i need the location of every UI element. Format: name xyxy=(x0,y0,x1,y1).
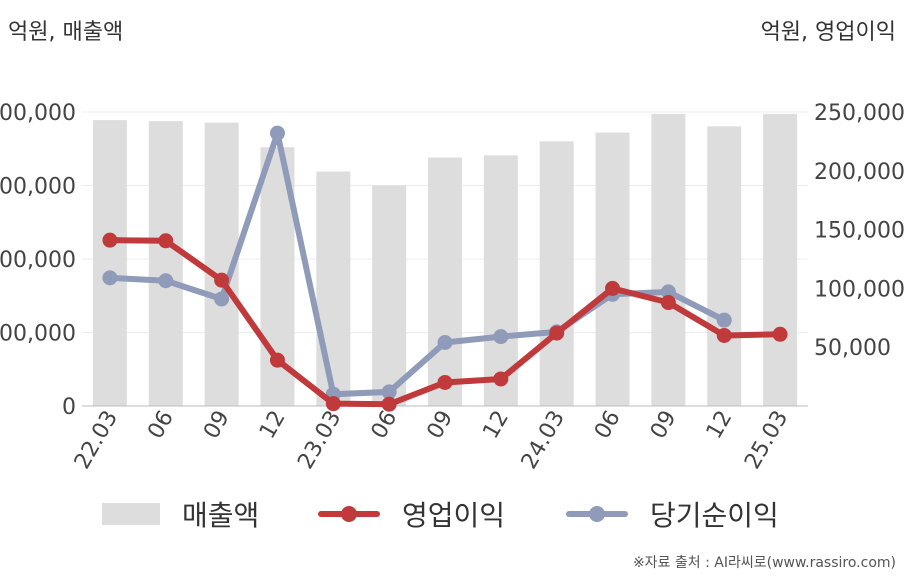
right-tick-label: 250,000 xyxy=(814,101,905,126)
legend-label-net-income: 당기순이익 xyxy=(650,499,779,532)
x-tick-label: 09 xyxy=(199,407,235,444)
operating-profit-point xyxy=(325,396,341,412)
revenue-bar xyxy=(428,157,462,406)
net-income-point xyxy=(158,273,174,289)
operating-profit-point xyxy=(381,396,397,412)
legend-label-revenue: 매출액 xyxy=(182,499,260,532)
operating-profit-point xyxy=(437,374,453,390)
right-tick-label: 50,000 xyxy=(814,336,891,361)
operating-profit-point xyxy=(269,352,285,368)
x-tick-label: 06 xyxy=(143,407,179,444)
x-tick-label: 22.03 xyxy=(70,407,123,474)
revenue-bar xyxy=(483,155,518,406)
net-income-point xyxy=(716,312,732,328)
left-axis-ticks: 0 200,000 400,000 600,000 800,000 xyxy=(0,101,76,420)
revenue-bar xyxy=(707,126,742,407)
revenue-bar xyxy=(148,121,183,406)
operating-profit-point xyxy=(102,232,118,248)
revenue-bars xyxy=(92,113,798,407)
legend: 매출액 영업이익 당기순이익 xyxy=(0,494,908,534)
right-tick-label: 200,000 xyxy=(814,160,905,185)
legend-item-operating-profit: 영업이익 xyxy=(318,494,505,534)
legend-label-operating-profit: 영업이익 xyxy=(402,499,506,532)
x-tick-label: 06 xyxy=(590,407,626,444)
net-income-point xyxy=(660,284,676,300)
x-tick-label: 09 xyxy=(646,407,682,444)
net-income-point xyxy=(214,291,230,307)
legend-item-revenue: 매출액 xyxy=(102,494,259,534)
left-axis-unit: 억원, 매출액 xyxy=(8,20,124,45)
left-tick-label: 200,000 xyxy=(0,322,76,347)
left-tick-label: 400,000 xyxy=(0,248,76,273)
net-income-line xyxy=(106,130,728,398)
x-tick-label: 09 xyxy=(423,407,459,444)
right-tick-label: 100,000 xyxy=(814,277,905,302)
operating-profit-point xyxy=(660,295,676,311)
x-tick-label: 25.03 xyxy=(740,407,793,474)
left-tick-label: 800,000 xyxy=(0,101,76,126)
net-income-point xyxy=(269,125,285,141)
operating-profit-point xyxy=(605,280,621,296)
x-tick-label: 12 xyxy=(702,407,738,444)
revenue-bar xyxy=(316,171,351,406)
operating-profit-point xyxy=(214,272,230,288)
operating-profit-point xyxy=(493,371,509,387)
x-tick-label: 12 xyxy=(478,407,514,444)
left-tick-label: 600,000 xyxy=(0,175,76,200)
operating-profit-series xyxy=(102,232,788,412)
legend-swatch-net-income xyxy=(566,503,628,525)
x-tick-label: 23.03 xyxy=(293,407,346,474)
source-note: ※자료 출처 : AI라씨로(www.rassiro.com) xyxy=(632,555,896,571)
net-income-point xyxy=(381,384,397,400)
x-axis-ticks: 22.03 06 09 12 23.03 06 09 12 24.03 06 09 12 25.03 xyxy=(70,407,793,474)
revenue-bar xyxy=(539,141,574,406)
x-tick-label: 06 xyxy=(367,407,403,444)
operating-profit-point xyxy=(549,325,565,341)
legend-swatch-operating-profit xyxy=(318,503,380,525)
legend-item-net-income: 당기순이익 xyxy=(566,494,779,534)
net-income-point xyxy=(437,334,453,350)
operating-profit-point xyxy=(716,327,732,343)
left-tick-label: 0 xyxy=(62,395,76,420)
revenue-bar xyxy=(763,113,798,407)
revenue-bar xyxy=(595,132,630,406)
revenue-bar xyxy=(92,120,127,407)
right-axis-unit: 억원, 영업이익 xyxy=(760,20,896,45)
net-income-point xyxy=(493,329,509,345)
right-tick-label: 150,000 xyxy=(814,219,905,244)
x-tick-label: 24.03 xyxy=(517,407,570,474)
x-tick-label: 12 xyxy=(255,407,291,444)
net-income-point xyxy=(102,270,118,286)
operating-profit-point xyxy=(158,233,174,249)
right-axis-ticks: 50,000 100,000 150,000 200,000 250,000 xyxy=(814,101,905,361)
profit-lines xyxy=(102,125,788,412)
legend-swatch-revenue xyxy=(102,503,160,525)
revenue-bar xyxy=(372,185,407,406)
operating-profit-point xyxy=(772,326,788,342)
revenue-bar xyxy=(651,113,686,407)
